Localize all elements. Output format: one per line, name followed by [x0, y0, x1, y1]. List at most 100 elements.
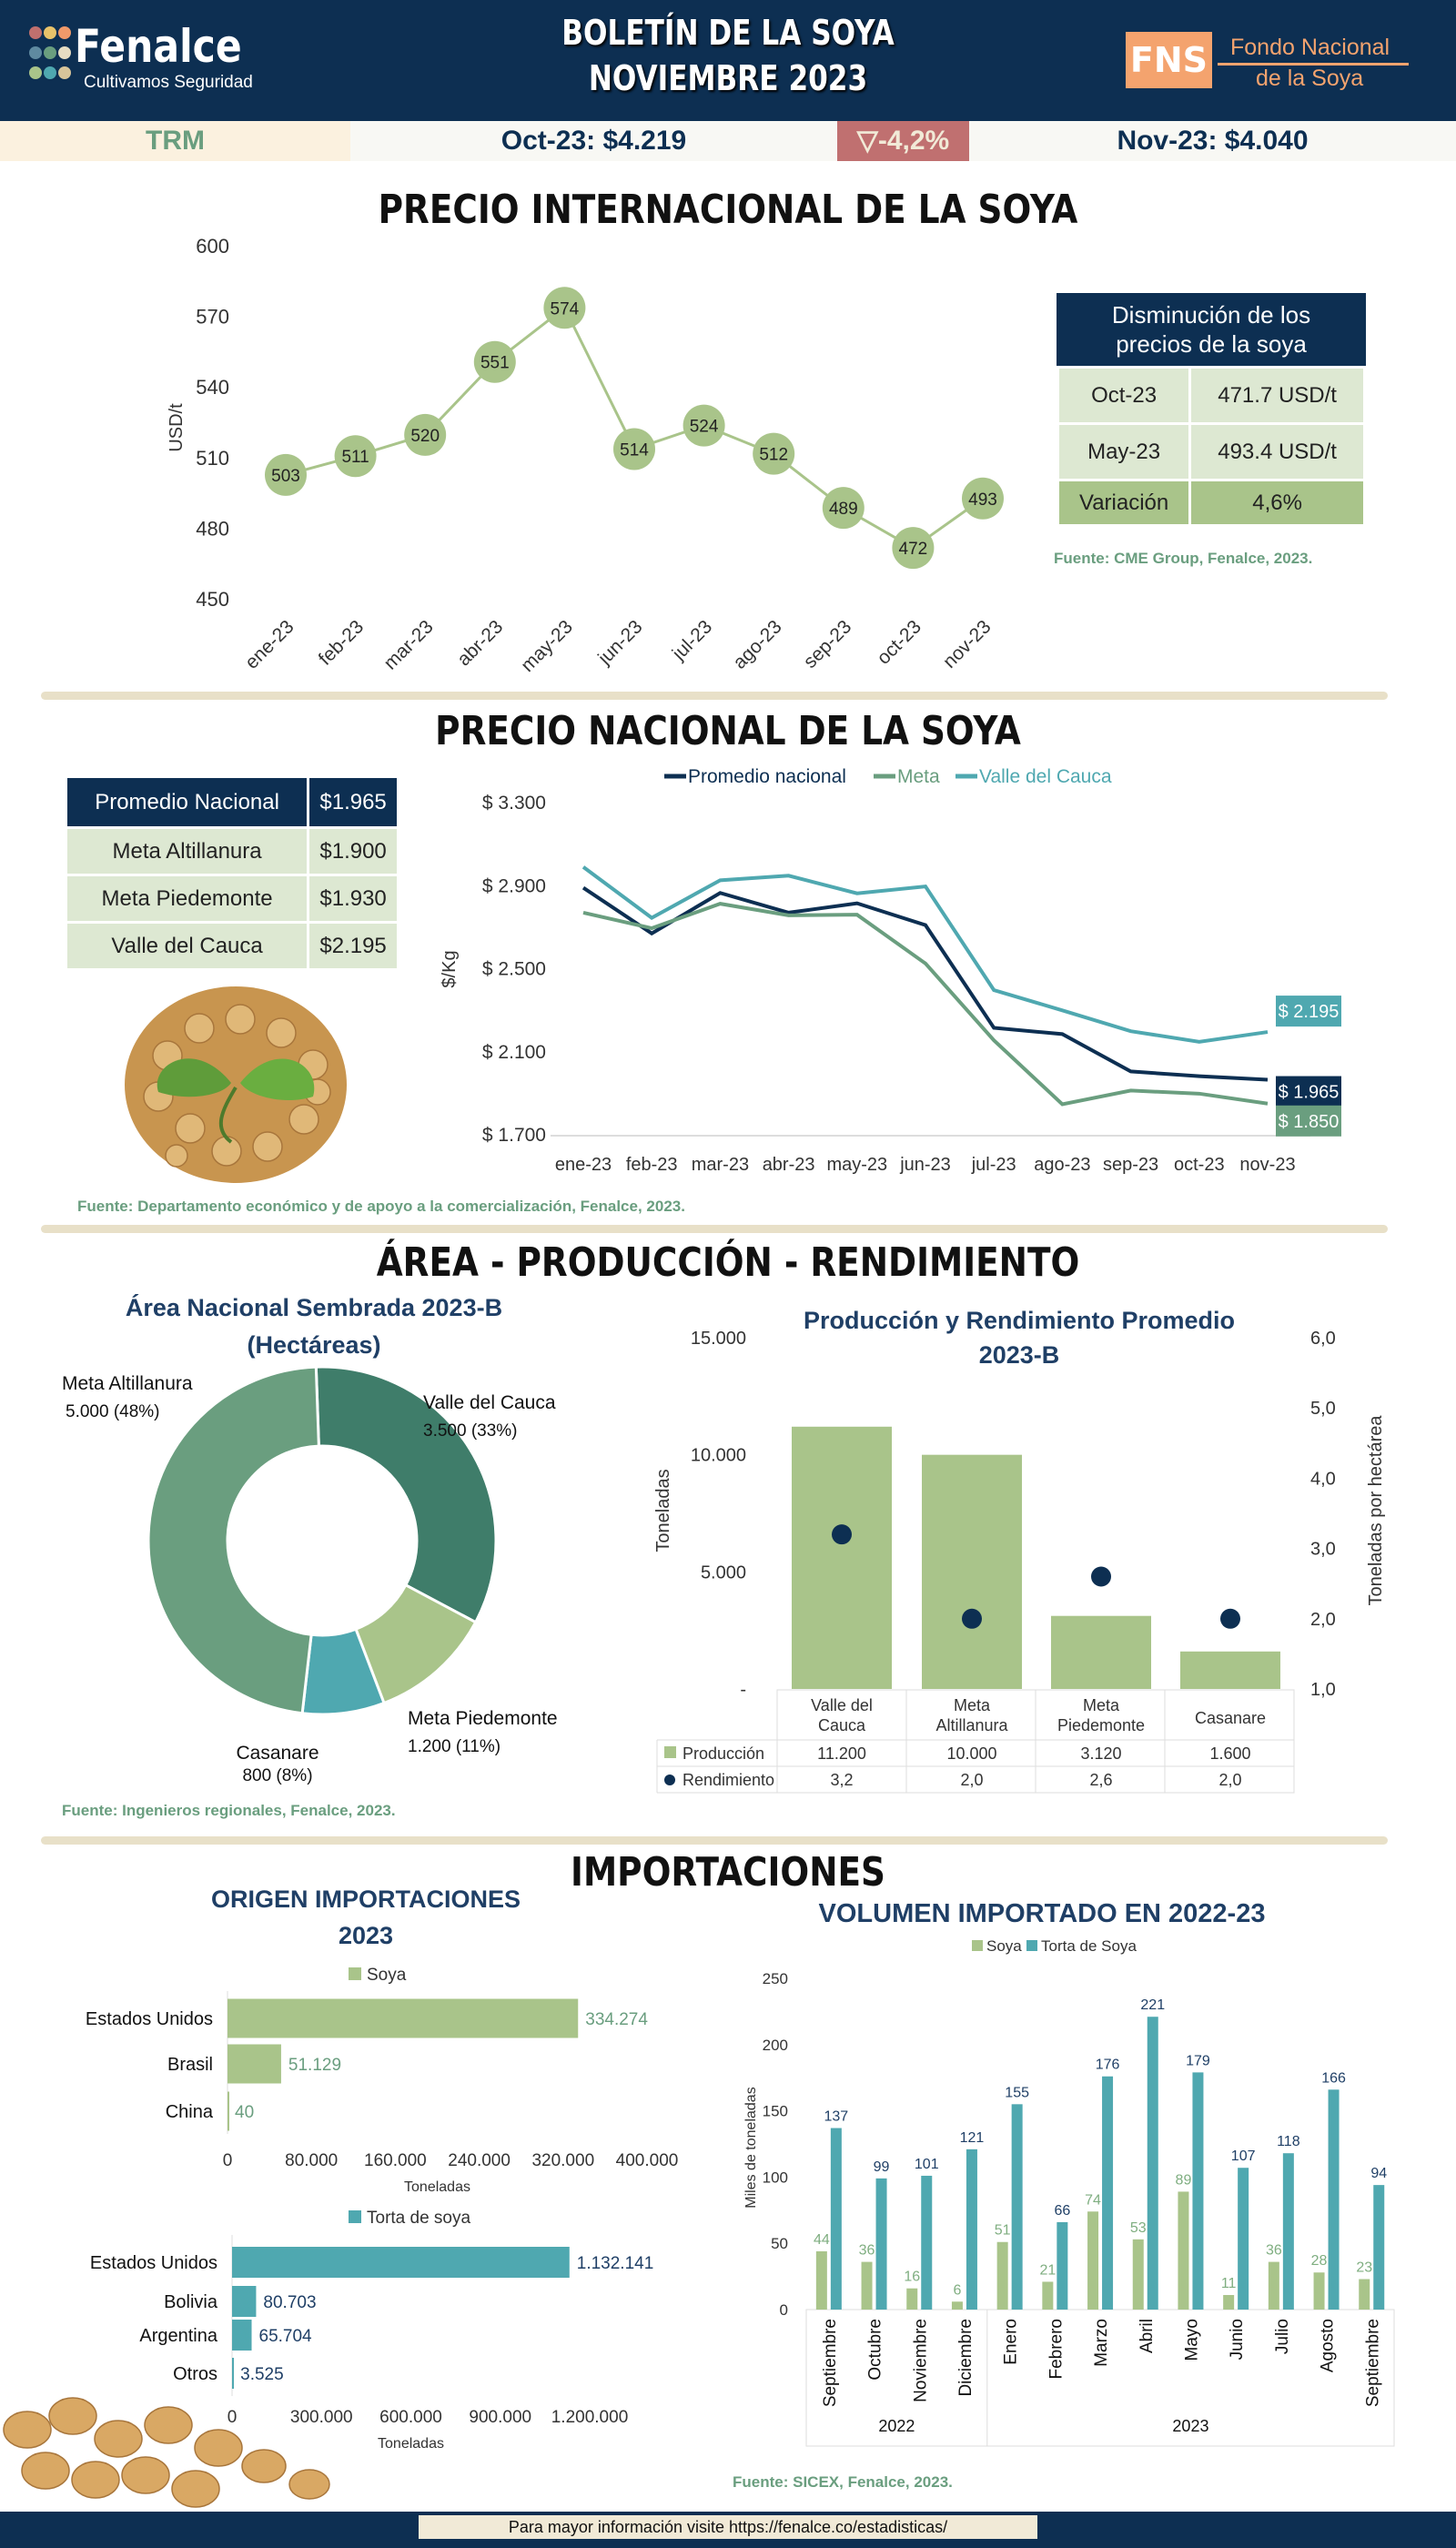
x-tick-label: feb-23 — [626, 1155, 678, 1175]
y2-tick-label: 6,0 — [1310, 1329, 1336, 1349]
end-label-box — [1276, 1105, 1341, 1137]
legend-swatch — [349, 1967, 361, 1980]
series-line — [581, 865, 1269, 1044]
international-source: Fuente: CME Group, Fenalce, 2023. — [1054, 550, 1313, 567]
table-value: 2,0 — [1218, 1771, 1241, 1789]
table-row: Promedio Nacional $1.965 — [64, 775, 399, 829]
production-bar — [922, 1454, 1022, 1689]
data-label: 574 — [551, 299, 580, 318]
table-row: May-23 493.4 USD/t — [1056, 422, 1366, 481]
x-tick-label: feb-23 — [315, 616, 368, 669]
table-value: 1.600 — [1209, 1744, 1250, 1763]
area-source: Fuente: Ingenieros regionales, Fenalce, … — [62, 1802, 396, 1819]
data-label: 137 — [824, 2109, 848, 2125]
y-tick-label: 150 — [763, 2103, 788, 2120]
imports-source: Fuente: SICEX, Fenalce, 2023. — [733, 2473, 953, 2491]
table-row: Valle del Cauca $2.195 — [64, 921, 399, 971]
data-point — [962, 477, 1004, 520]
trm-change-badge: ▽-4,2% — [837, 121, 969, 161]
torta-bar — [1282, 2153, 1294, 2310]
bar — [228, 1998, 579, 2038]
international-table-header: Disminución de los precios de la soya — [1057, 293, 1366, 366]
chart-subtitle: 2023-B — [979, 1341, 1060, 1369]
torta-bar — [875, 2178, 887, 2310]
fenalce-logo: Fenalce Cultivamos Seguridad — [27, 20, 291, 102]
category-label-line: Casanare — [1195, 1709, 1266, 1727]
yield-point — [962, 1608, 982, 1629]
footer-link[interactable]: Para mayor información visite https://fe… — [419, 2515, 1037, 2539]
chart-title: Producción y Rendimiento Promedio — [804, 1307, 1235, 1334]
slice-value: 1.200 (11%) — [408, 1737, 500, 1756]
bar — [228, 2044, 281, 2084]
data-label: 99 — [874, 2159, 890, 2175]
data-label: 28 — [1311, 2253, 1328, 2269]
x-tick-label: mar-23 — [692, 1155, 749, 1175]
cell: $1.900 — [307, 826, 399, 876]
data-label: 6 — [953, 2282, 961, 2298]
logo-dots-icon — [29, 26, 71, 79]
data-label: 94 — [1370, 2166, 1387, 2181]
soya-bar — [1132, 2239, 1144, 2310]
category-label: Marzo — [1092, 2319, 1111, 2367]
category-label: Enero — [1002, 2319, 1021, 2365]
bar — [232, 2358, 234, 2389]
y-axis-label: Miles de toneladas — [743, 2087, 759, 2208]
legend-swatch — [349, 2210, 361, 2223]
x-tick-label: ene-23 — [555, 1155, 612, 1175]
x-tick-label: 80.000 — [285, 2151, 338, 2170]
data-point — [822, 487, 864, 530]
data-point — [682, 404, 725, 447]
y2-axis-label: Toneladas por hectárea — [1366, 1415, 1386, 1606]
data-label: 1.132.141 — [577, 2254, 654, 2273]
category-label-line: Altillanura — [935, 1716, 1008, 1734]
data-label: 101 — [915, 2157, 939, 2172]
data-point — [892, 527, 935, 570]
x-tick-label: 1.200.000 — [551, 2408, 629, 2427]
category-label: Bolivia — [164, 2292, 218, 2312]
category-label: Agosto — [1319, 2319, 1338, 2372]
data-label: 16 — [904, 2270, 920, 2285]
bar — [232, 2320, 252, 2351]
divider — [41, 1836, 1388, 1845]
category-label-line: Meta — [1083, 1696, 1120, 1714]
legend-label: Torta de soya — [367, 2209, 470, 2228]
slice-value: 5.000 (48%) — [66, 1402, 160, 1421]
category-label: Estados Unidos — [90, 2253, 217, 2273]
legend-marker — [664, 1774, 675, 1785]
y-tick-label: $ 2.900 — [482, 875, 546, 896]
data-label: 155 — [1005, 2085, 1029, 2100]
fns-divider — [1218, 63, 1409, 66]
category-label: Diciembre — [956, 2319, 976, 2397]
data-label: 511 — [341, 448, 369, 467]
chart-title: Área Nacional Sembrada 2023-B — [126, 1293, 502, 1321]
cell: Variación — [1056, 479, 1192, 527]
x-tick-label: ene-23 — [241, 616, 298, 673]
category-label-line: Piedemonte — [1057, 1716, 1145, 1734]
y-tick-label: 570 — [196, 306, 229, 329]
table-value: 3.120 — [1080, 1744, 1121, 1763]
cell: May-23 — [1056, 422, 1192, 481]
data-label: 221 — [1140, 1997, 1165, 2013]
x-tick-label: may-23 — [517, 616, 577, 676]
data-point — [543, 287, 586, 329]
slice-value: 800 (8%) — [242, 1766, 312, 1785]
data-label: 107 — [1231, 2149, 1256, 2164]
yield-point — [1220, 1608, 1240, 1629]
x-tick-label: sep-23 — [1103, 1155, 1158, 1175]
legend-label: Rendimiento — [682, 1771, 774, 1789]
table-row: Meta Piedemonte $1.930 — [64, 874, 399, 924]
x-tick-label: 0 — [223, 2151, 233, 2170]
data-label: 524 — [690, 418, 719, 437]
international-title: PRECIO INTERNACIONAL DE LA SOYA — [378, 187, 1078, 233]
data-label: 520 — [410, 427, 440, 446]
category-label: Noviembre — [911, 2319, 930, 2402]
trm-label: TRM — [0, 121, 350, 161]
x-tick-label: ago-23 — [729, 616, 786, 673]
category-label: Meta Altillanura — [935, 1696, 1008, 1734]
bulletin-date: NOVIEMBRE 2023 — [588, 58, 868, 98]
soybean-image — [125, 986, 347, 1183]
divider — [41, 692, 1388, 700]
end-label: $ 1.965 — [1279, 1083, 1340, 1103]
data-label: 51 — [995, 2223, 1011, 2239]
y-tick-label: 540 — [196, 376, 229, 399]
